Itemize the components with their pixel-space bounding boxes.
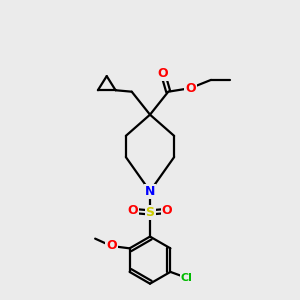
Text: Cl: Cl [181,273,193,283]
Text: O: O [158,67,168,80]
Text: N: N [145,185,155,198]
Text: O: O [162,205,172,218]
Text: O: O [106,239,117,253]
Text: O: O [185,82,196,95]
Text: O: O [128,205,138,218]
Text: S: S [146,206,154,219]
